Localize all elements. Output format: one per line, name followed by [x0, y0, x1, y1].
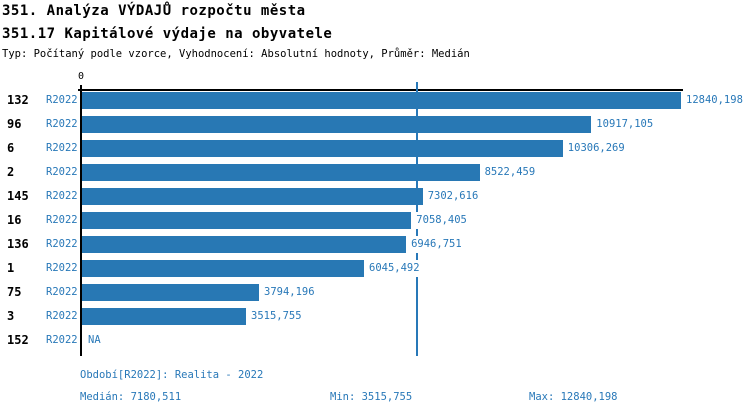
chart-row: 3 R2022 3515,755 [0, 307, 750, 325]
row-period-label: R2022 [46, 213, 78, 226]
value-label: 6946,751 [409, 235, 464, 253]
page-subtitle: 351.17 Kapitálové výdaje na obyvatele [2, 26, 333, 42]
chart-row: 152 R2022 NA [0, 332, 750, 349]
value-label: 10306,269 [565, 139, 627, 157]
value-label: 6045,492 [367, 259, 422, 277]
value-bar [82, 187, 423, 205]
row-period-label: R2022 [46, 165, 78, 178]
value-label: 12840,198 [684, 91, 745, 109]
value-label: 8522,459 [482, 163, 538, 181]
row-period-label: R2022 [46, 285, 78, 298]
row-period-label: R2022 [46, 333, 78, 346]
page-title: 351. Analýza VÝDAJŮ rozpočtu města [2, 3, 306, 19]
footer-period: Období[R2022]: Realita - 2022 [80, 369, 264, 381]
chart-row: 2 R2022 8522,459 [0, 163, 750, 181]
chart-row: 132 R2022 12840,198 [0, 91, 750, 109]
chart-meta: Typ: Počítaný podle vzorce, Vyhodnocení:… [2, 48, 470, 60]
value-label: 7302,616 [425, 187, 481, 205]
row-period-label: R2022 [46, 141, 78, 154]
chart-row: 1 R2022 6045,492 [0, 259, 750, 277]
row-category-label: 2 [7, 164, 15, 179]
footer-min: Min: 3515,755 [330, 391, 413, 403]
row-period-label: R2022 [46, 309, 78, 322]
value-label: 10917,105 [594, 115, 656, 133]
axis-zero-label: 0 [77, 71, 85, 82]
chart-row: 96 R2022 10917,105 [0, 115, 750, 133]
value-label: 3515,755 [249, 307, 304, 325]
row-category-label: 136 [7, 236, 29, 251]
chart-row: 136 R2022 6946,751 [0, 235, 750, 253]
row-category-label: 152 [7, 332, 29, 347]
chart-row: 145 R2022 7302,616 [0, 187, 750, 205]
value-bar [82, 307, 246, 325]
value-bar [82, 91, 681, 109]
chart-row: 16 R2022 7058,405 [0, 211, 750, 229]
row-category-label: 75 [7, 284, 22, 299]
row-category-label: 132 [7, 92, 29, 107]
row-category-label: 6 [7, 140, 15, 155]
row-period-label: R2022 [46, 261, 78, 274]
row-category-label: 1 [7, 260, 15, 275]
chart-row: 75 R2022 3794,196 [0, 283, 750, 301]
value-label: 7058,405 [414, 211, 469, 229]
chart-row: 6 R2022 10306,269 [0, 139, 750, 157]
row-period-label: R2022 [46, 237, 78, 250]
footer-max: Max: 12840,198 [529, 391, 618, 403]
row-category-label: 3 [7, 308, 15, 323]
value-bar [82, 115, 592, 133]
y-axis-line [80, 85, 82, 356]
value-bar [82, 283, 259, 301]
row-category-label: 145 [7, 188, 29, 203]
row-period-label: R2022 [46, 117, 78, 130]
value-bar [82, 211, 412, 229]
footer-median: Medián: 7180,511 [80, 391, 182, 403]
value-bar [82, 235, 407, 253]
value-bar [82, 259, 364, 277]
value-bar [82, 139, 563, 157]
value-label: 3794,196 [262, 283, 317, 301]
row-period-label: R2022 [46, 189, 78, 202]
row-category-label: 16 [7, 212, 22, 227]
row-category-label: 96 [7, 116, 22, 131]
x-axis-line [78, 89, 683, 91]
value-bar [82, 163, 480, 181]
row-period-label: R2022 [46, 93, 78, 106]
na-label: NA [88, 333, 101, 346]
